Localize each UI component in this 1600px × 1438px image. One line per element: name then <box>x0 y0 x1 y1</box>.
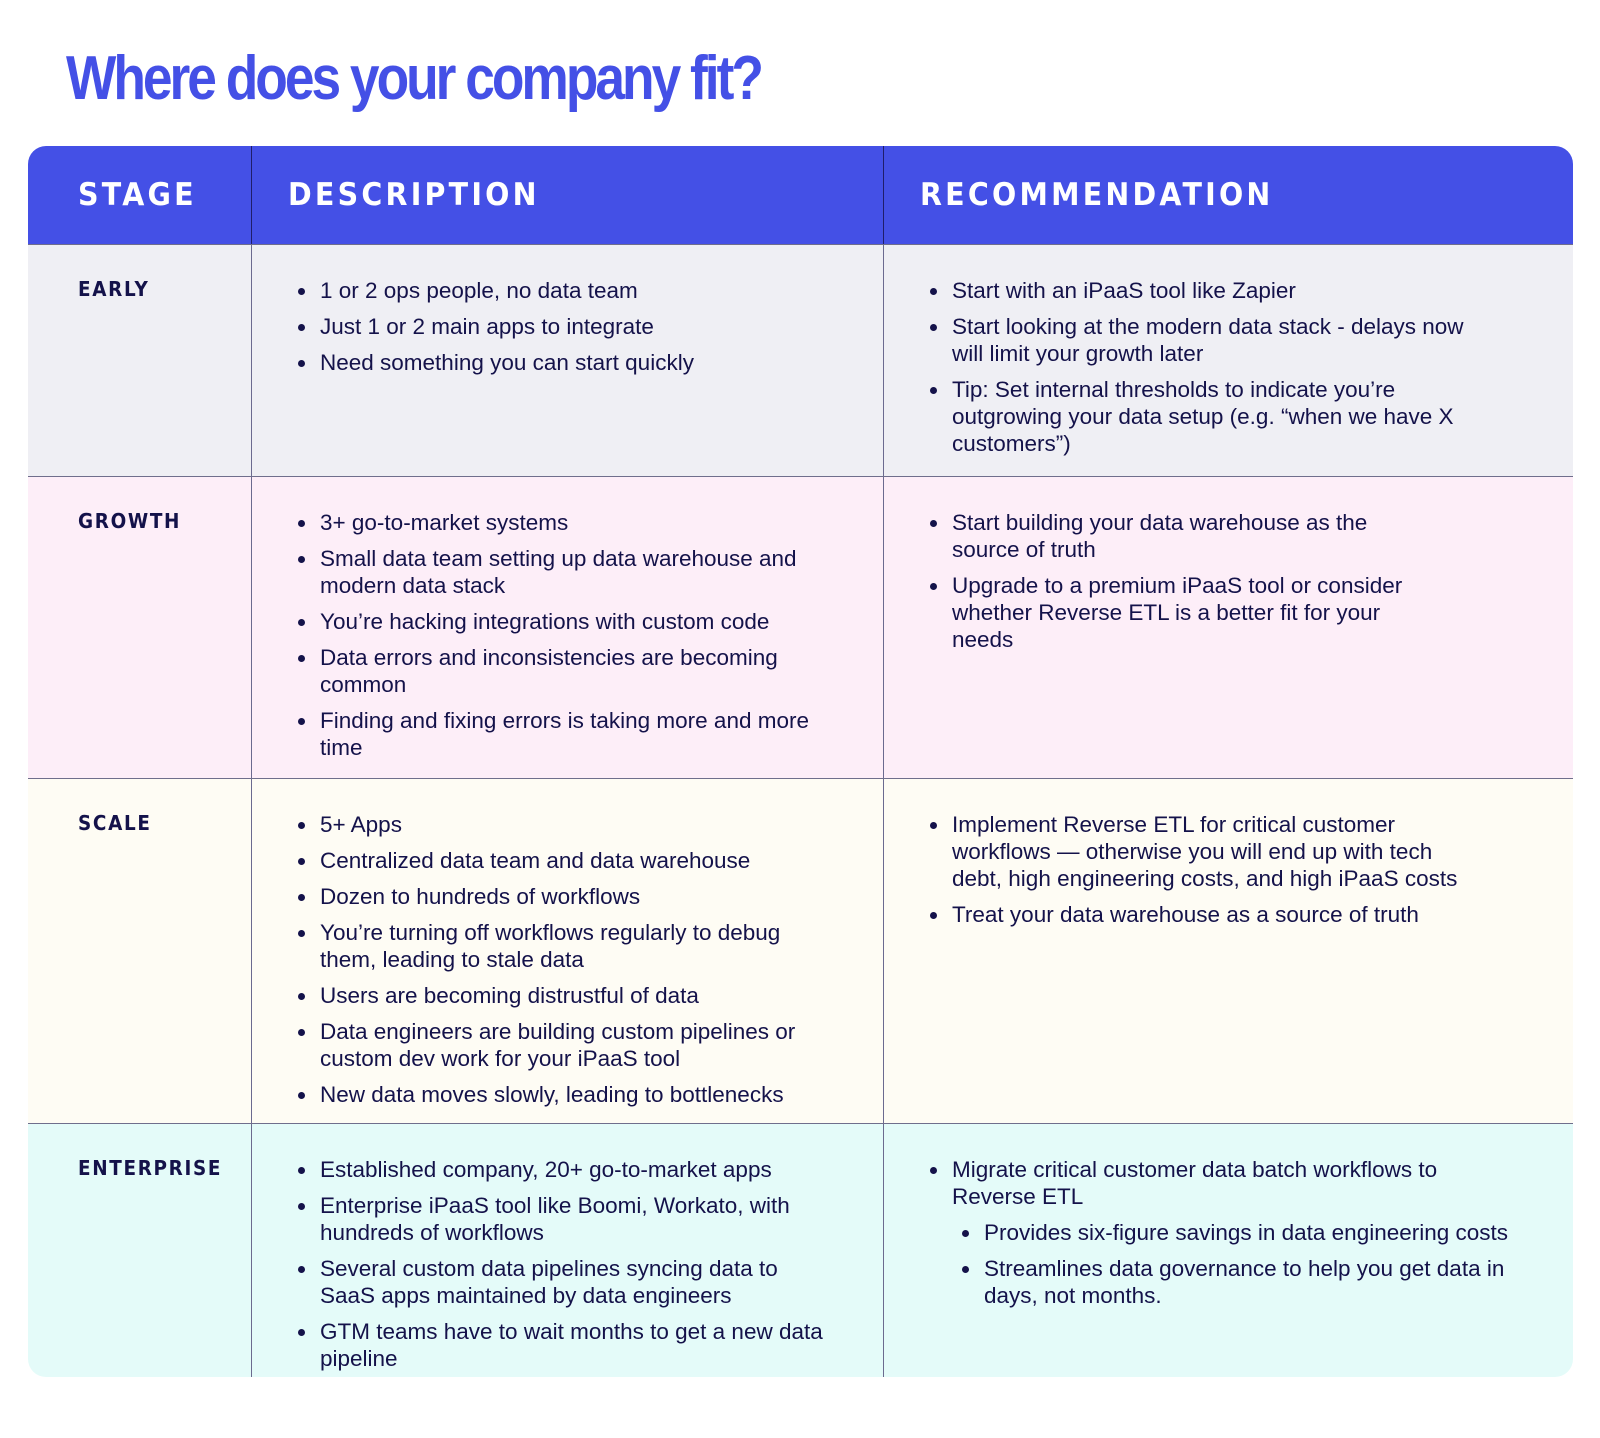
recommendation-sublist: Provides six-figure savings in data engi… <box>952 1219 1532 1309</box>
header-recommendation: RECOMMENDATION <box>884 146 1573 244</box>
table-row-enterprise: ENTERPRISE Established company, 20+ go-t… <box>28 1123 1573 1377</box>
list-item-text: You’re turning off workflows regularly t… <box>320 920 781 972</box>
list-item: Several custom data pipelines syncing da… <box>298 1255 828 1309</box>
description-cell: 5+ Apps Centralized data team and data w… <box>252 779 884 1123</box>
list-item-text: Streamlines data governance to help you … <box>984 1256 1505 1308</box>
description-cell: 3+ go-to-market systems Small data team … <box>252 477 884 778</box>
list-item: Streamlines data governance to help you … <box>962 1255 1532 1309</box>
list-item: 1 or 2 ops people, no data team <box>298 277 828 304</box>
list-item-text: New data moves slowly, leading to bottle… <box>320 1082 784 1107</box>
description-cell: 1 or 2 ops people, no data team Just 1 o… <box>252 245 884 476</box>
header-description-label: DESCRIPTION <box>288 177 540 213</box>
recommendation-cell: Start with an iPaaS tool like Zapier Sta… <box>884 245 1573 476</box>
list-item-text: Provides six-figure savings in data engi… <box>984 1220 1509 1245</box>
stage-label: ENTERPRISE <box>78 1156 223 1180</box>
list-item-text: Established company, 20+ go-to-market ap… <box>320 1157 772 1182</box>
list-item: Tip: Set internal thresholds to indicate… <box>930 376 1500 457</box>
list-item-text: Need something you can start quickly <box>320 350 694 375</box>
recommendation-list: Migrate critical customer data batch wor… <box>920 1156 1508 1309</box>
header-recommendation-label: RECOMMENDATION <box>920 177 1274 213</box>
recommendation-list: Start building your data warehouse as th… <box>920 509 1440 653</box>
list-item-text: GTM teams have to wait months to get a n… <box>320 1319 823 1371</box>
recommendation-list: Start with an iPaaS tool like Zapier Sta… <box>920 277 1500 457</box>
list-item: Upgrade to a premium iPaaS tool or consi… <box>930 572 1440 653</box>
stage-cell: ENTERPRISE <box>28 1124 252 1377</box>
recommendation-cell: Start building your data warehouse as th… <box>884 477 1573 778</box>
list-item-text: Small data team setting up data warehous… <box>320 546 797 598</box>
stage-label: EARLY <box>78 277 150 301</box>
list-item-text: Upgrade to a premium iPaaS tool or consi… <box>952 573 1403 652</box>
list-item: Treat your data warehouse as a source of… <box>930 901 1460 928</box>
list-item: Users are becoming distrustful of data <box>298 982 828 1009</box>
table-row-scale: SCALE 5+ Apps Centralized data team and … <box>28 778 1573 1123</box>
header-stage: STAGE <box>28 146 252 244</box>
recommendation-cell: Migrate critical customer data batch wor… <box>884 1124 1573 1377</box>
list-item: 3+ go-to-market systems <box>298 509 828 536</box>
stage-label: GROWTH <box>78 509 182 533</box>
stage-label: SCALE <box>78 811 152 835</box>
table-row-early: EARLY 1 or 2 ops people, no data team Ju… <box>28 244 1573 476</box>
stage-cell: SCALE <box>28 779 252 1123</box>
list-item-text: You’re hacking integrations with custom … <box>320 609 770 634</box>
stage-cell: EARLY <box>28 245 252 476</box>
list-item-text: Start looking at the modern data stack -… <box>952 314 1464 366</box>
list-item: Start looking at the modern data stack -… <box>930 313 1500 367</box>
list-item-text: Just 1 or 2 main apps to integrate <box>320 314 654 339</box>
list-item: New data moves slowly, leading to bottle… <box>298 1081 828 1108</box>
stage-cell: GROWTH <box>28 477 252 778</box>
header-stage-label: STAGE <box>78 177 197 213</box>
list-item-text: Start building your data warehouse as th… <box>952 510 1368 562</box>
list-item: You’re turning off workflows regularly t… <box>298 919 828 973</box>
description-cell: Established company, 20+ go-to-market ap… <box>252 1124 884 1377</box>
recommendation-list: Implement Reverse ETL for critical custo… <box>920 811 1460 928</box>
list-item-text: 3+ go-to-market systems <box>320 510 569 535</box>
list-item: Need something you can start quickly <box>298 349 828 376</box>
list-item-text: Data engineers are building custom pipel… <box>320 1019 796 1071</box>
table-row-growth: GROWTH 3+ go-to-market systems Small dat… <box>28 476 1573 778</box>
list-item-text: Centralized data team and data warehouse <box>320 848 751 873</box>
description-list: 3+ go-to-market systems Small data team … <box>288 509 828 761</box>
list-item: Data engineers are building custom pipel… <box>298 1018 828 1072</box>
description-list: 1 or 2 ops people, no data team Just 1 o… <box>288 277 828 376</box>
list-item: You’re hacking integrations with custom … <box>298 608 828 635</box>
list-item: Dozen to hundreds of workflows <box>298 883 828 910</box>
list-item-text: Dozen to hundreds of workflows <box>320 884 641 909</box>
list-item: Finding and fixing errors is taking more… <box>298 707 828 761</box>
list-item-text: Finding and fixing errors is taking more… <box>320 708 809 760</box>
list-item-text: Migrate critical customer data batch wor… <box>952 1157 1438 1209</box>
list-item: Implement Reverse ETL for critical custo… <box>930 811 1460 892</box>
list-item: Centralized data team and data warehouse <box>298 847 828 874</box>
page-title: Where does your company fit? <box>66 44 764 113</box>
list-item: GTM teams have to wait months to get a n… <box>298 1318 828 1372</box>
list-item: Start with an iPaaS tool like Zapier <box>930 277 1500 304</box>
recommendation-cell: Implement Reverse ETL for critical custo… <box>884 779 1573 1123</box>
list-item: Migrate critical customer data batch wor… <box>930 1156 1508 1309</box>
header-description: DESCRIPTION <box>252 146 884 244</box>
list-item: 5+ Apps <box>298 811 828 838</box>
description-list: Established company, 20+ go-to-market ap… <box>288 1156 828 1372</box>
table-header: STAGE DESCRIPTION RECOMMENDATION <box>28 146 1573 244</box>
list-item-text: Start with an iPaaS tool like Zapier <box>952 278 1296 303</box>
description-list: 5+ Apps Centralized data team and data w… <box>288 811 828 1108</box>
list-item-text: Tip: Set internal thresholds to indicate… <box>952 377 1454 456</box>
list-item-text: Enterprise iPaaS tool like Boomi, Workat… <box>320 1193 790 1245</box>
list-item: Established company, 20+ go-to-market ap… <box>298 1156 828 1183</box>
list-item: Enterprise iPaaS tool like Boomi, Workat… <box>298 1192 828 1246</box>
list-item: Small data team setting up data warehous… <box>298 545 828 599</box>
list-item: Data errors and inconsistencies are beco… <box>298 644 828 698</box>
list-item-text: 1 or 2 ops people, no data team <box>320 278 638 303</box>
list-item-text: Implement Reverse ETL for critical custo… <box>952 812 1458 891</box>
list-item-text: Treat your data warehouse as a source of… <box>952 902 1419 927</box>
stage-fit-table: STAGE DESCRIPTION RECOMMENDATION EARLY 1… <box>28 146 1573 1377</box>
list-item: Provides six-figure savings in data engi… <box>962 1219 1532 1246</box>
list-item: Start building your data warehouse as th… <box>930 509 1440 563</box>
list-item-text: Users are becoming distrustful of data <box>320 983 699 1008</box>
list-item-text: Several custom data pipelines syncing da… <box>320 1256 778 1308</box>
list-item-text: Data errors and inconsistencies are beco… <box>320 645 778 697</box>
list-item-text: 5+ Apps <box>320 812 402 837</box>
list-item: Just 1 or 2 main apps to integrate <box>298 313 828 340</box>
